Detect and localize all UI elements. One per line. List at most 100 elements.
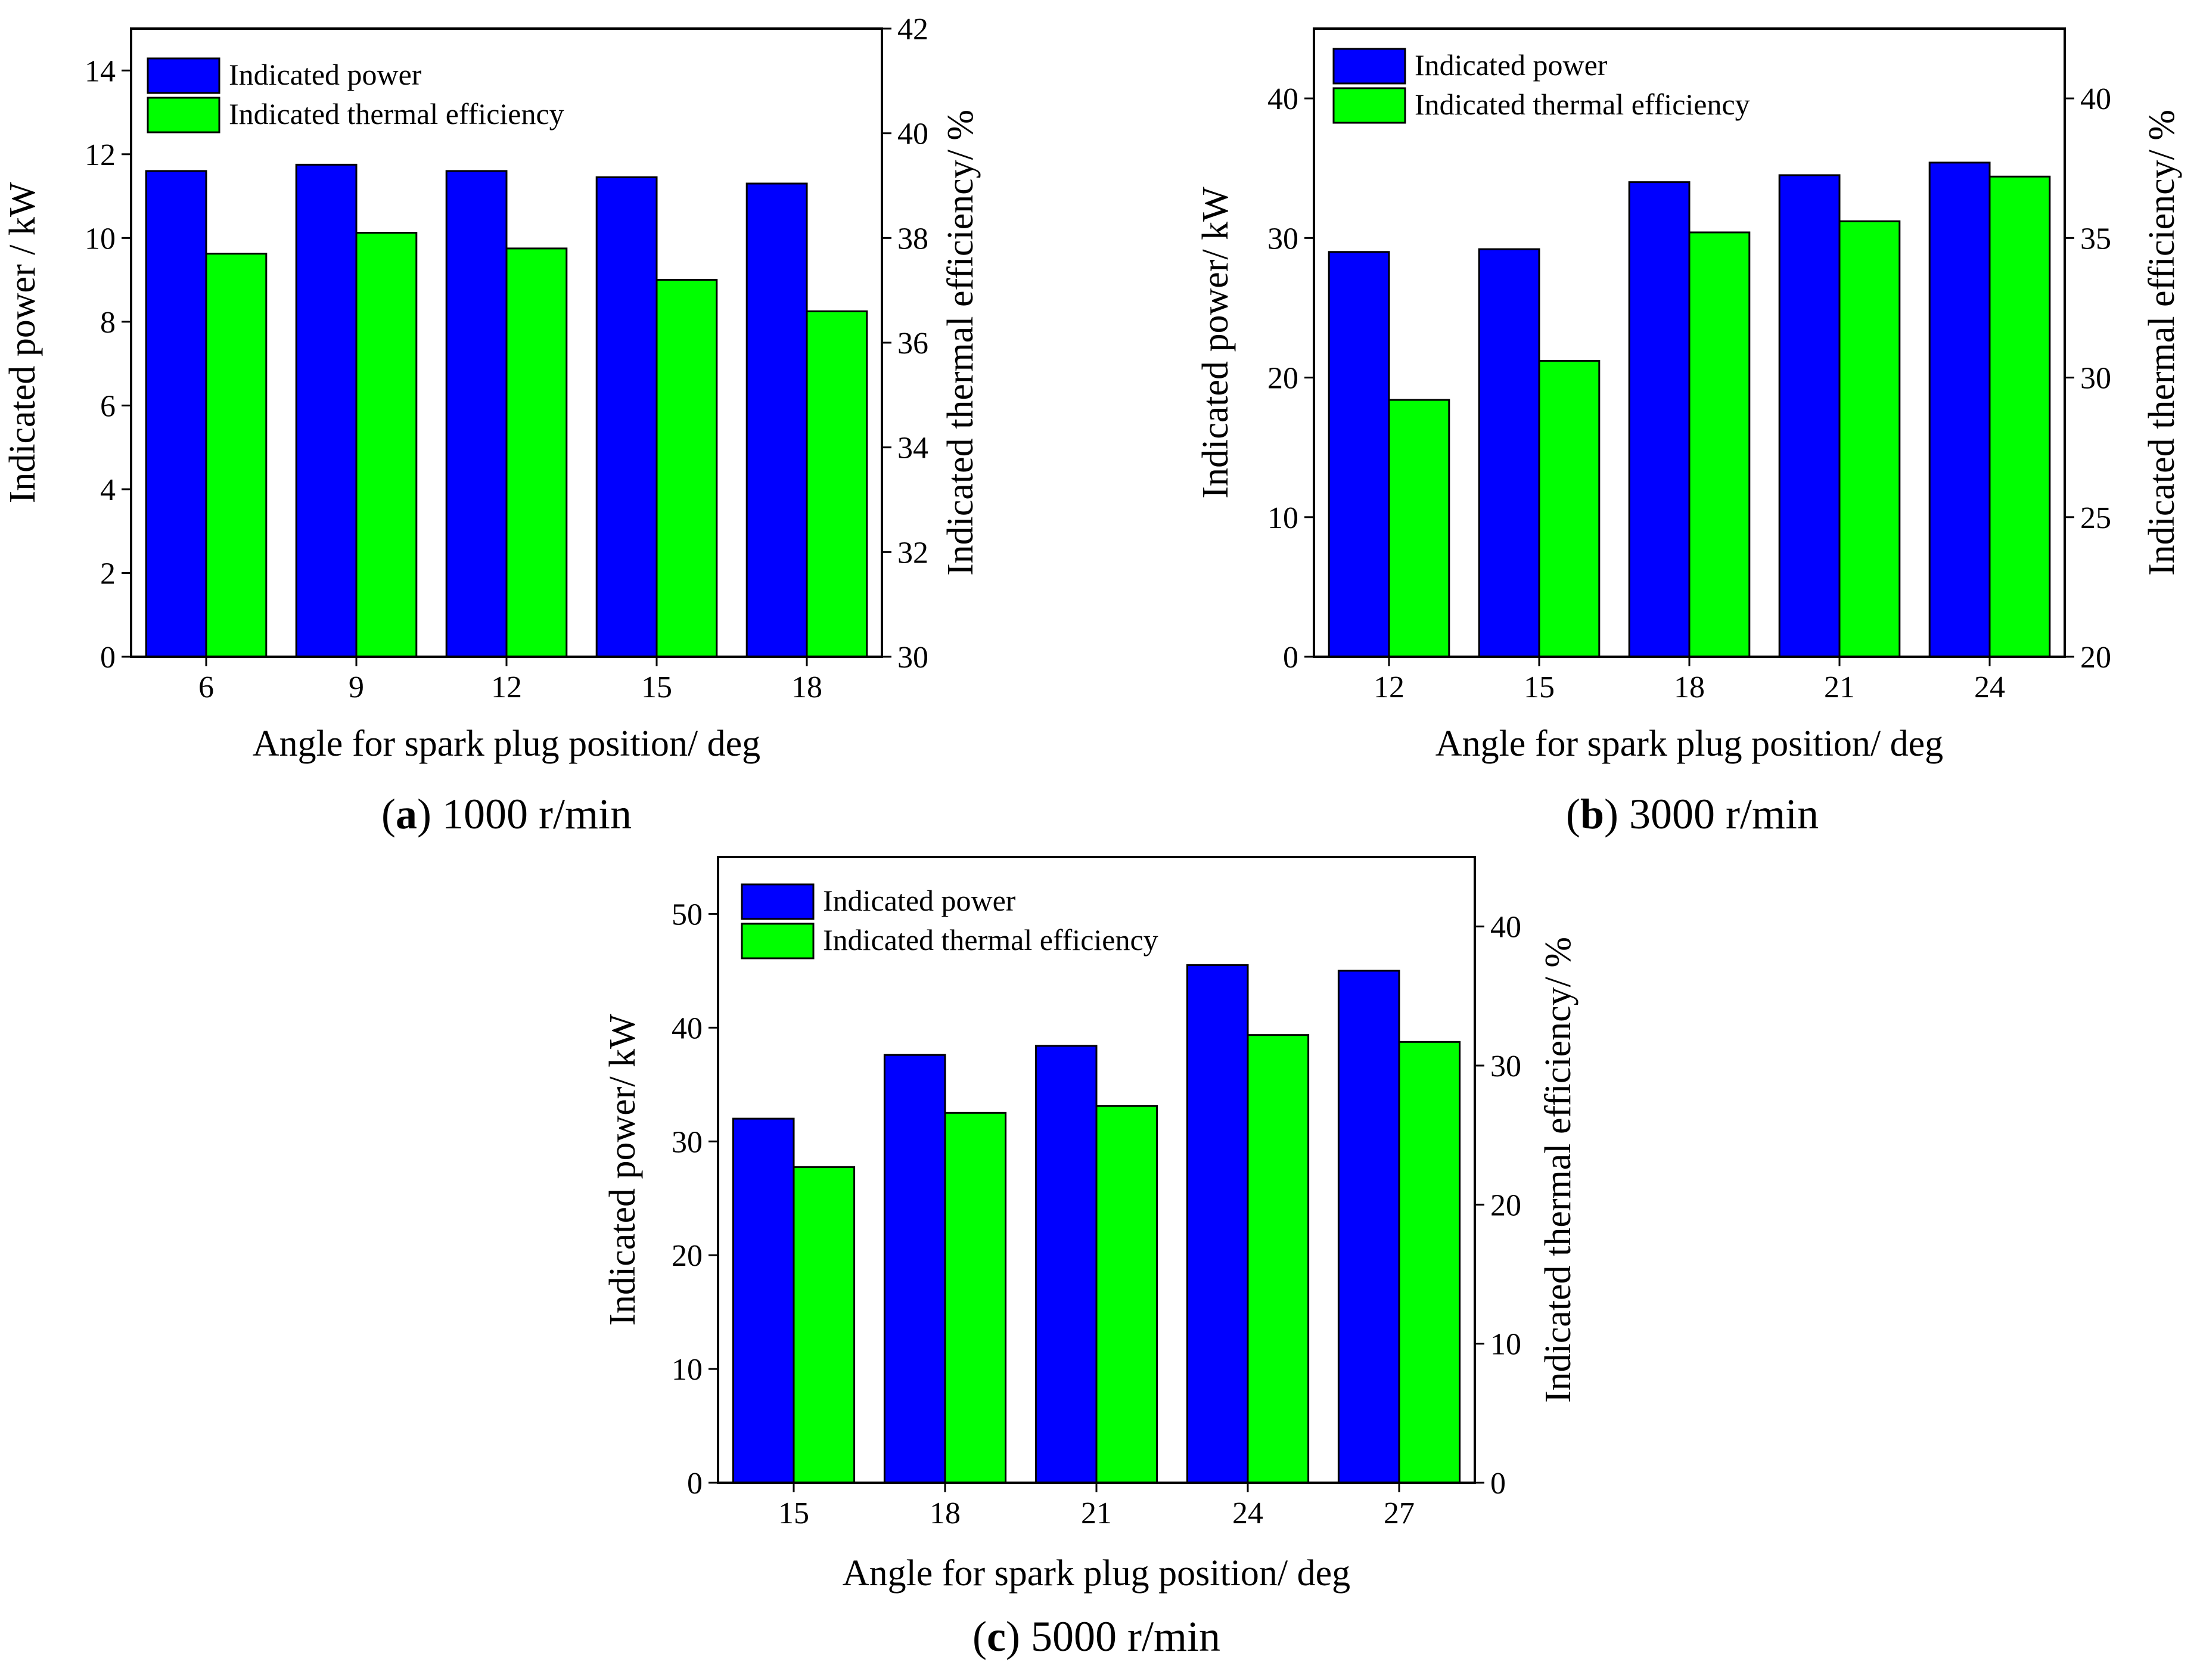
y2-tick-label: 40	[897, 117, 928, 151]
y2-axis-title: Indicated thermal efficiency/ %	[1538, 937, 1578, 1403]
x-tick-label: 12	[1374, 670, 1404, 704]
power-bar	[1034, 1045, 1098, 1484]
power-bar	[445, 170, 508, 658]
x-tick-label: 6	[198, 670, 214, 704]
power-bar	[1778, 174, 1841, 658]
efficiency-bar	[1398, 1041, 1461, 1484]
x-tick-label: 24	[1974, 670, 2005, 704]
plot-frame	[717, 856, 1476, 1484]
y2-tick-label: 42	[897, 13, 928, 46]
y2-tick-label: 38	[897, 222, 928, 256]
x-axis-title: Angle for spark plug position/ deg	[1435, 723, 1943, 764]
y-axis-title: Indicated power / kW	[2, 182, 43, 503]
y2-tick-label: 0	[1490, 1467, 1506, 1501]
caption-speed: 5000 r/min	[1031, 1613, 1220, 1660]
power-bar	[1928, 162, 1991, 658]
caption-paren-close: )	[1006, 1613, 1031, 1660]
legend-efficiency-label: Indicated thermal efficiency	[1415, 88, 1750, 121]
x-tick-label: 24	[1232, 1496, 1263, 1530]
y-tick-label: 0	[687, 1467, 703, 1501]
plot-frame	[1313, 27, 2066, 658]
y-tick-label: 50	[672, 898, 703, 931]
efficiency-bar	[355, 232, 418, 658]
y2-tick-label: 36	[897, 327, 928, 361]
caption-paren-close: )	[417, 790, 442, 838]
power-bar	[1628, 181, 1691, 658]
y-tick-label: 40	[672, 1011, 703, 1045]
y-tick-label: 14	[85, 54, 116, 88]
efficiency-bar	[1688, 231, 1751, 658]
power-bar	[295, 163, 358, 658]
caption-paren-open: (	[972, 1613, 987, 1660]
y-tick-label: 0	[1283, 641, 1298, 675]
power-bar	[1478, 248, 1540, 658]
y2-tick-label: 32	[897, 536, 928, 570]
legend-efficiency-label: Indicated thermal efficiency	[229, 97, 564, 131]
chart-panel-c: 15 18 21 24 27 0 10 20 30 40 50 0 10 20 30 40 Indicated …	[602, 856, 1578, 1660]
y-tick-label: 0	[100, 641, 116, 675]
power-bar	[1328, 251, 1390, 658]
power-bar	[745, 182, 808, 658]
y-tick-label: 10	[85, 222, 116, 256]
legend-efficiency-label: Indicated thermal efficiency	[823, 923, 1158, 957]
power-bar	[1337, 970, 1400, 1484]
y-tick-label: 4	[100, 473, 116, 507]
caption-paren-open: (	[1566, 790, 1580, 838]
y2-axis-title: Indicated thermal efficiency/ %	[940, 110, 981, 576]
y2-tick-label: 20	[2080, 641, 2111, 675]
y-tick-label: 8	[100, 306, 116, 340]
y-tick-label: 40	[1267, 82, 1298, 116]
efficiency-bar	[655, 279, 718, 658]
y2-tick-label: 34	[897, 431, 928, 465]
efficiency-bar	[505, 247, 568, 658]
efficiency-bar	[806, 310, 868, 658]
caption-paren-close: )	[1604, 790, 1629, 838]
power-bar	[1186, 964, 1249, 1484]
legend-power-swatch	[741, 883, 815, 920]
efficiency-bar	[1247, 1034, 1310, 1484]
efficiency-bar	[1388, 399, 1450, 658]
x-tick-label: 21	[1824, 670, 1855, 704]
caption-speed: 1000 r/min	[442, 790, 632, 838]
x-tick-label: 18	[791, 670, 822, 704]
efficiency-bar	[205, 253, 268, 658]
efficiency-bar	[1095, 1105, 1158, 1484]
caption-letter: c	[987, 1613, 1006, 1660]
x-tick-label: 21	[1081, 1496, 1112, 1530]
efficiency-bar	[1988, 175, 2051, 658]
y-tick-label: 2	[100, 557, 116, 591]
panel-caption: (c) 5000 r/min	[972, 1613, 1220, 1660]
y-tick-label: 12	[85, 138, 116, 172]
caption-paren-open: (	[381, 790, 396, 838]
y2-tick-label: 30	[897, 641, 928, 675]
y-tick-label: 20	[672, 1239, 703, 1273]
legend-power-label: Indicated power	[1415, 48, 1608, 82]
power-bar	[595, 176, 658, 658]
x-axis-title: Angle for spark plug position/ deg	[843, 1553, 1350, 1594]
y-axis-title: Indicated power/ kW	[1195, 187, 1236, 499]
x-tick-label: 18	[930, 1496, 961, 1530]
legend-efficiency-swatch	[147, 97, 220, 133]
legend-power-swatch	[1332, 48, 1406, 85]
y2-tick-label: 30	[2080, 362, 2111, 396]
power-bar	[732, 1117, 795, 1484]
y2-tick-label: 35	[2080, 222, 2111, 256]
efficiency-bar	[1838, 220, 1901, 658]
y-axis-title: Indicated power/ kW	[602, 1014, 643, 1326]
chart-panel-a: 6 9 12 15 18 0 2 4 6 8 10 12 14 30 32 34 36 38 40 42 Indicat…	[2, 13, 981, 838]
y2-tick-label: 10	[1490, 1328, 1521, 1362]
caption-letter: a	[396, 790, 417, 838]
x-axis-title: Angle for spark plug position/ deg	[253, 723, 760, 764]
x-tick-label: 9	[349, 670, 364, 704]
power-bar	[883, 1054, 946, 1484]
y2-axis-title: Indicated thermal efficiency/ %	[2142, 110, 2182, 576]
chart-panel-b: 12 15 18 21 24 0 10 20 30 40 20 25 30 35 40 Indicated p…	[1195, 27, 2182, 838]
x-tick-label: 15	[1524, 670, 1555, 704]
y-tick-label: 30	[672, 1125, 703, 1159]
y2-tick-label: 40	[2080, 82, 2111, 116]
legend-efficiency-swatch	[1332, 87, 1406, 124]
efficiency-bar	[793, 1166, 856, 1484]
y2-tick-label: 30	[1490, 1049, 1521, 1083]
power-bar	[145, 170, 207, 658]
